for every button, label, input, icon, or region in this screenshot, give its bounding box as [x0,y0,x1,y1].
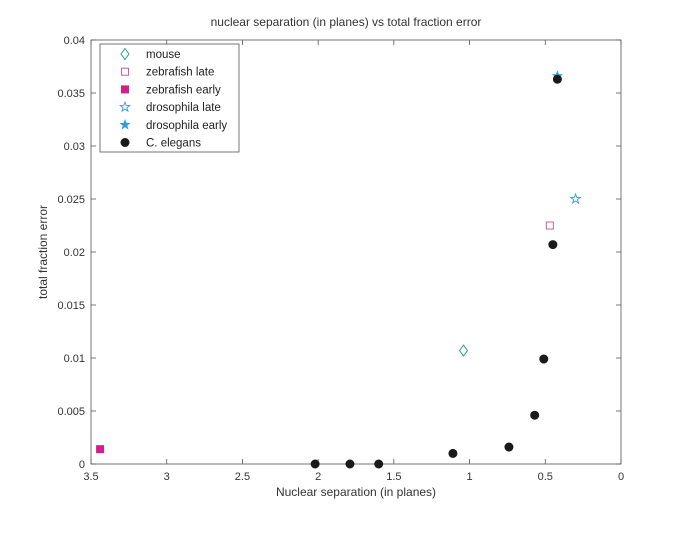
legend: mouse zebrafish late zebrafish early drosop… [99,43,240,153]
data-point [448,448,458,458]
legend-label: C. elegans [146,138,201,150]
y-tick-label: 0.04 [64,35,85,47]
axis-ticks: 3.5 3 2.5 2 1.5 1 0.5 0 0 0.005 0.01 0.015 0.02 0.025… [57,35,624,483]
x-tick-label: 3.5 [83,471,98,483]
data-point [530,410,540,420]
data-point [96,445,105,454]
legend-label: mouse [146,49,181,61]
data-point [548,240,558,250]
legend-marker [120,138,130,147]
data-point [345,459,355,469]
data-point [569,192,582,205]
data-point [539,354,549,364]
y-axis-title: total fraction error [36,205,50,299]
data-points [96,70,582,469]
y-tick-label: 0.015 [57,300,85,312]
legend-marker [121,85,129,94]
y-tick-label: 0.005 [57,406,85,418]
y-tick-label: 0.035 [57,88,85,100]
data-point [310,459,320,469]
y-tick-label: 0.02 [64,247,85,259]
x-tick-label: 2.5 [235,471,250,483]
x-tick-label: 1 [467,471,473,483]
data-point [374,459,384,469]
x-tick-label: 1.5 [386,471,401,483]
data-point [545,221,554,230]
x-tick-label: 2 [315,471,321,483]
legend-box [99,43,240,153]
data-point [552,74,562,84]
legend-marker [120,47,130,61]
data-point [504,442,514,452]
chart-title: nuclear separation (in planes) vs total … [211,15,482,29]
x-tick-label: 3 [164,471,170,483]
legend-marker [121,67,129,76]
legend-label: zebrafish early [146,84,221,96]
x-tick-label: 0 [618,471,624,483]
legend-label: drosophila early [146,120,227,132]
y-tick-label: 0.01 [64,353,85,365]
y-tick-label: 0.025 [57,194,85,206]
x-tick-label: 0.5 [538,471,553,483]
legend-label: zebrafish late [146,67,214,79]
y-tick-label: 0.03 [64,141,85,153]
legend-label: drosophila late [146,102,221,114]
data-point [458,344,469,357]
y-tick-label: 0 [79,459,85,471]
legend-marker [119,118,131,130]
x-axis-title: Nuclear separation (in planes) [276,485,436,499]
legend-marker [118,100,132,113]
